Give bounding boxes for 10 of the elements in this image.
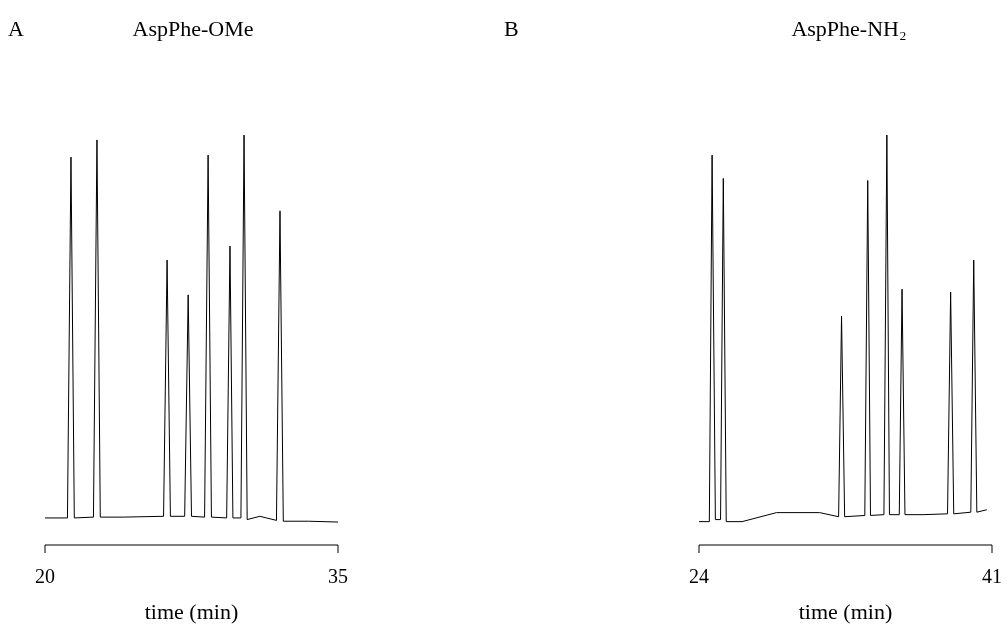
chart-title: AspPhe-OMe [131,16,255,42]
text: B [504,16,519,42]
x-tick-label: 35 [328,565,348,588]
x-axis-title: time (min) [144,599,239,624]
x-tick-label: 24 [689,565,709,588]
x-tick-label: 20 [35,565,55,588]
text: A [8,16,24,42]
chart-title: AspPhe-NH₂ [790,16,908,42]
x-tick-label: 41 [982,565,1002,588]
x-axis-title: time (min) [798,599,893,624]
